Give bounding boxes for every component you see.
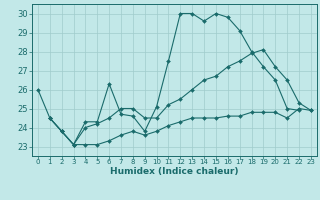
X-axis label: Humidex (Indice chaleur): Humidex (Indice chaleur) bbox=[110, 167, 239, 176]
